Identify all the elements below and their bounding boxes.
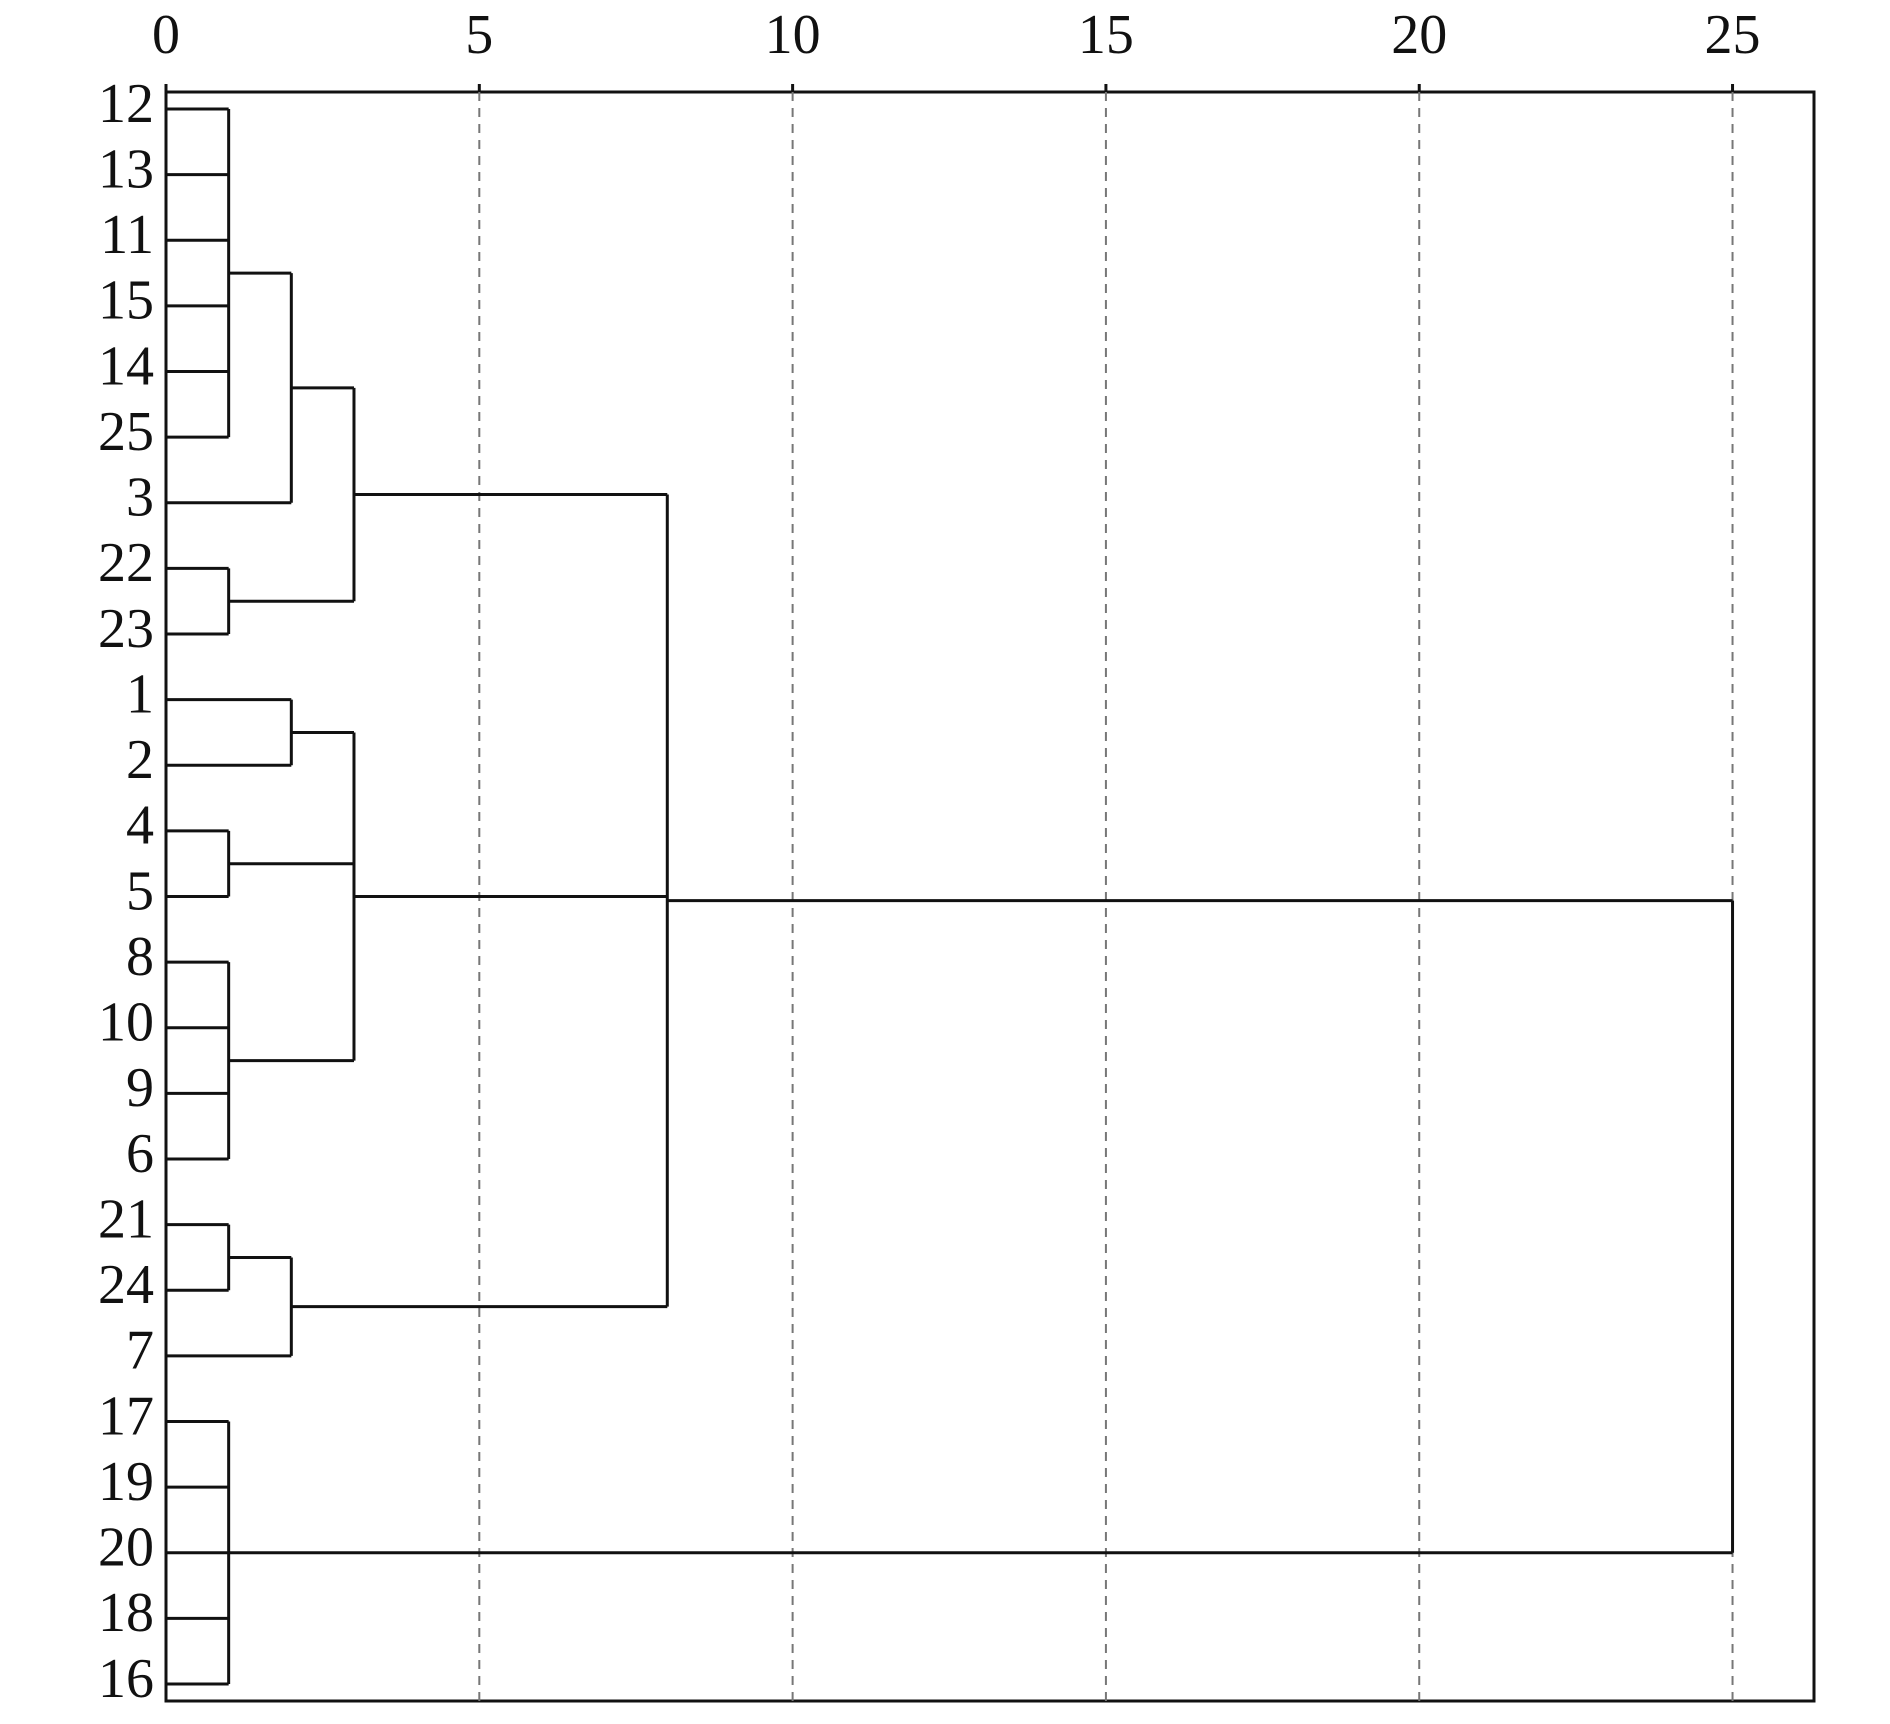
leaf-label: 21 [98,1188,154,1250]
leaf-label: 16 [98,1648,154,1710]
leaf-label: 7 [126,1320,154,1382]
leaf-label: 24 [98,1254,154,1316]
leaf-label: 13 [98,138,154,200]
leaf-label: 5 [126,860,154,922]
x-tick-label: 5 [465,4,493,66]
leaf-label: 20 [98,1517,154,1579]
leaf-label: 6 [126,1123,154,1185]
leaf-label: 2 [126,729,154,791]
leaf-label: 23 [98,598,154,660]
leaf-label: 17 [98,1385,154,1447]
leaf-label: 10 [98,992,154,1054]
leaf-label: 19 [98,1451,154,1513]
leaf-label: 18 [98,1582,154,1644]
leaf-label: 3 [126,467,154,529]
x-tick-label: 10 [765,4,821,66]
leaf-label: 1 [126,663,154,725]
leaf-label: 9 [126,1057,154,1119]
x-tick-label: 15 [1078,4,1134,66]
leaf-label: 4 [126,795,154,857]
leaf-label: 15 [98,270,154,332]
x-tick-label: 0 [152,4,180,66]
x-tick-label: 25 [1705,4,1761,66]
leaf-label: 25 [98,401,154,463]
leaf-label: 22 [98,532,154,594]
leaf-label: 11 [100,204,154,266]
leaf-label: 8 [126,926,154,988]
x-tick-label: 20 [1391,4,1447,66]
leaf-label: 12 [98,73,154,135]
leaf-label: 14 [98,335,154,397]
